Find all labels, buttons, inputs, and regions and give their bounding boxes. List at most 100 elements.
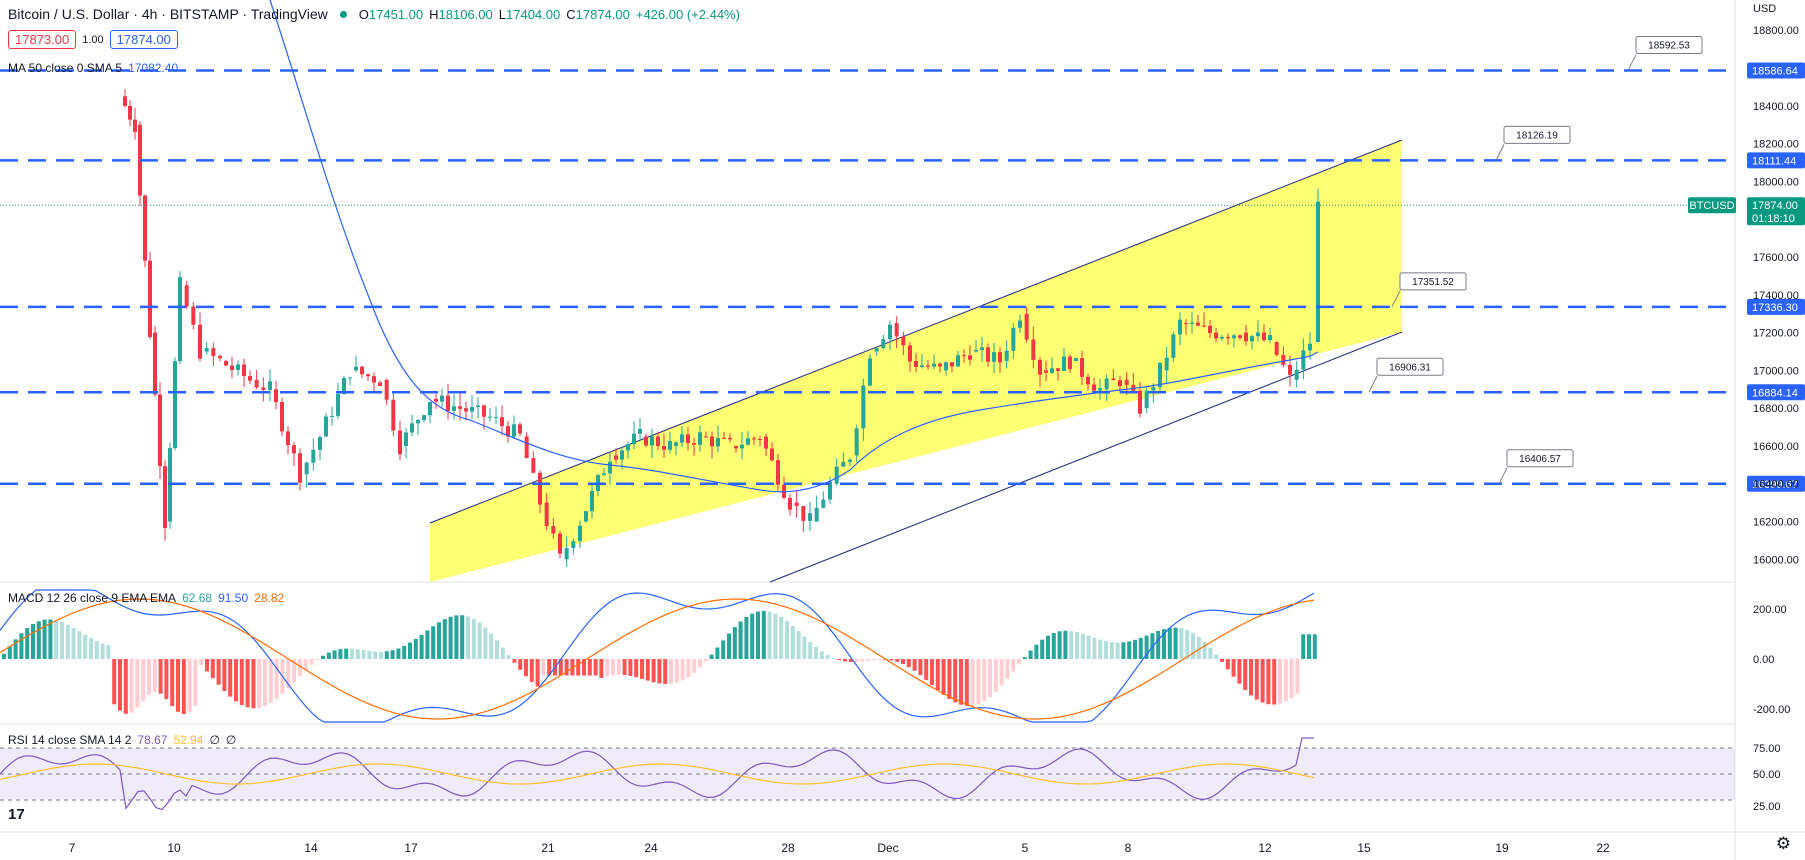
macd-bar — [19, 633, 24, 659]
macd-bar — [999, 659, 1004, 686]
candle-body — [1238, 335, 1242, 339]
candle-body — [123, 96, 127, 106]
currency-label[interactable]: USD — [1753, 3, 1776, 15]
candle-body — [650, 436, 654, 446]
candle-body — [218, 356, 222, 359]
macd-bar — [814, 646, 818, 659]
callout-box-3[interactable] — [1376, 357, 1444, 376]
macd-bar — [825, 655, 830, 659]
macd-bar — [286, 659, 291, 689]
macd-bar — [1069, 631, 1074, 659]
ma-legend[interactable]: MA 50 close 0 SMA 5 17082.40 — [8, 61, 178, 75]
macd-bar — [216, 659, 221, 685]
price-axis-ticks[interactable]: 16000.00 16200.00 16400.00 16600.00 16800.00… — [1753, 25, 1799, 566]
macd-axis-ticks: 200.00 0.00 -200.00 — [1753, 604, 1790, 716]
macd-bar — [744, 616, 749, 659]
candle-body — [384, 379, 389, 400]
macd-bar — [1138, 637, 1143, 659]
candle-body — [163, 466, 167, 528]
candle-body — [814, 507, 819, 522]
level-badge-3 — [1747, 384, 1805, 401]
macd-bar — [48, 619, 53, 659]
macd-bar — [912, 659, 917, 671]
macd-bar — [1301, 634, 1306, 659]
callout-box-2[interactable] — [1399, 272, 1467, 291]
price-tick-9: 18000.00 — [1753, 176, 1799, 188]
level-badge-4 — [1747, 475, 1805, 492]
macd-bar — [953, 659, 958, 703]
macd-bar — [205, 659, 209, 672]
macd-bar — [466, 616, 470, 659]
ask-price[interactable]: 17874.00 — [109, 30, 178, 49]
time-tick-3: 17 — [404, 841, 418, 855]
macd-bar — [419, 634, 424, 659]
symbol-legend[interactable]: Bitcoin / U.S. Dollar · 4h · BITSTAMP · … — [8, 6, 740, 22]
macd-legend[interactable]: MACD 12 26 close 9 EMA EMA 62.68 91.50 2… — [8, 591, 284, 605]
horizontal-levels[interactable]: 18586.64 18592.53 18111.44 18126.19 17336.30… — [0, 36, 1805, 492]
candle-body — [680, 434, 684, 443]
candle-body — [926, 365, 930, 367]
macd-bar — [187, 659, 192, 712]
candle-body — [894, 323, 899, 337]
candle-body — [544, 502, 549, 527]
candle-body — [1031, 339, 1036, 360]
macd-bar — [872, 659, 876, 661]
macd-bar — [1156, 630, 1161, 659]
bid-price[interactable]: 17873.00 — [8, 30, 77, 49]
macd-bar — [831, 658, 836, 660]
candle-body — [980, 347, 984, 350]
candle-body — [1024, 313, 1029, 340]
callout-box-0[interactable] — [1635, 36, 1703, 55]
callout-box-4[interactable] — [1506, 449, 1574, 468]
tradingview-logo[interactable]: 17 — [8, 806, 25, 823]
candle-body — [1151, 387, 1156, 391]
candle-body — [230, 365, 234, 370]
macd-bar — [1115, 642, 1120, 659]
candle-body — [920, 365, 924, 367]
time-tick-1: 10 — [167, 841, 181, 855]
macd-bar — [1254, 659, 1259, 700]
macd-bar — [767, 611, 772, 659]
candle-body — [524, 436, 529, 459]
candle-body — [500, 417, 504, 427]
time-tick-10: 12 — [1258, 841, 1272, 855]
candle-body — [620, 450, 624, 460]
macd-bar — [170, 659, 175, 707]
candle-body — [538, 472, 542, 505]
channel-upper-line[interactable] — [429, 139, 1403, 524]
macd-bar — [785, 620, 789, 659]
macd-bar — [326, 652, 331, 659]
rsi-tick-2: 25.00 — [1753, 801, 1781, 813]
macd-bar — [930, 659, 934, 686]
price-tick-5: 17000.00 — [1753, 365, 1799, 377]
level-badge-text-0: 18586.64 — [1752, 66, 1798, 78]
candle-body — [1044, 370, 1048, 373]
candle-body — [986, 347, 990, 362]
macd-bar — [425, 630, 430, 659]
time-axis-ticks[interactable]: 7 10 14 17 21 24 28 Dec 5 8 12 15 19 22 — [69, 841, 1610, 855]
macd-bar — [437, 622, 441, 659]
macd-bar — [1185, 629, 1190, 659]
candle-body — [1214, 332, 1218, 339]
candle-body — [372, 376, 376, 383]
callout-text-4: 16406.57 — [1519, 454, 1561, 465]
candle-body — [1171, 334, 1176, 358]
macd-bar — [489, 633, 494, 659]
candle-body — [494, 417, 498, 419]
candle-body — [608, 461, 612, 474]
macd-bar — [361, 650, 366, 659]
macd-bar — [315, 659, 320, 660]
candle-body — [908, 345, 912, 362]
macd-bar — [709, 654, 714, 659]
candle-body — [153, 332, 157, 395]
rsi-legend[interactable]: RSI 14 close SMA 14 2 78.67 52.94 ∅ ∅ — [8, 733, 236, 747]
candle-body — [888, 324, 892, 340]
callout-box-1[interactable] — [1503, 125, 1571, 144]
callout-pointer-4 — [1498, 467, 1508, 485]
settings-gear-icon[interactable]: ⚙ — [1775, 834, 1791, 853]
time-tick-5: 24 — [644, 841, 658, 855]
macd-bar — [1202, 641, 1207, 659]
macd-bar — [773, 613, 778, 659]
candle-body — [330, 415, 334, 417]
